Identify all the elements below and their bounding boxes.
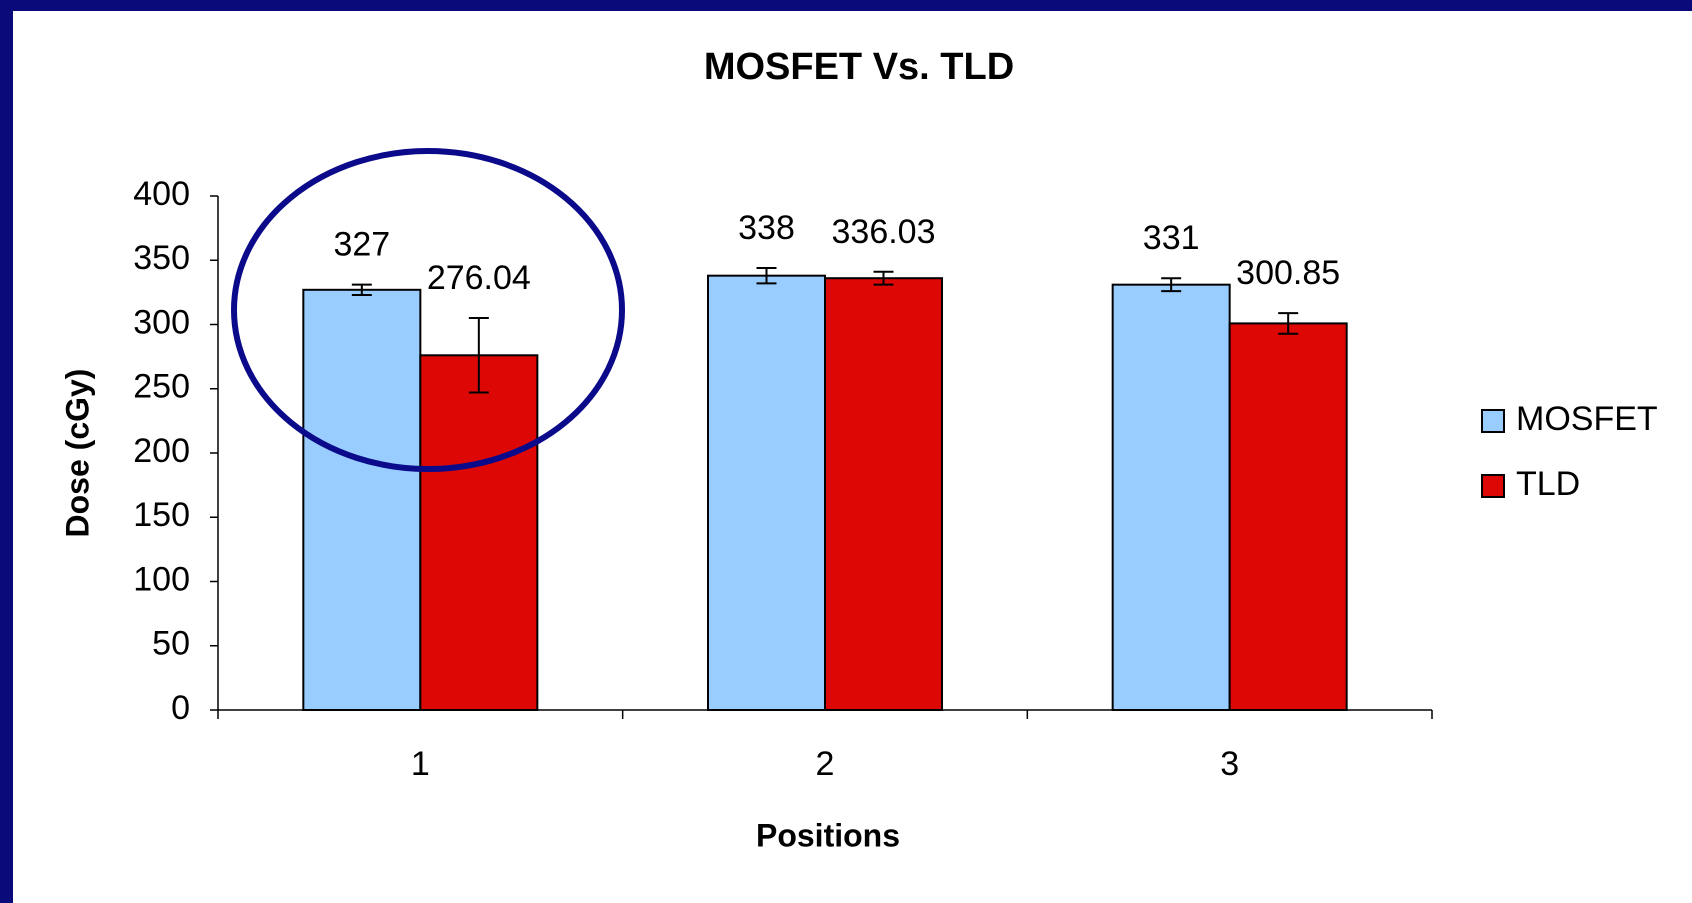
x-tick-label: 2 [816, 745, 835, 783]
y-tick-label: 200 [133, 432, 190, 470]
error-bar [756, 266, 777, 285]
legend-label: TLD [1516, 465, 1580, 503]
y-tick-label: 100 [133, 560, 190, 598]
chart-title: MOSFET Vs. TLD [704, 46, 1014, 88]
y-tick-label: 250 [133, 368, 190, 406]
bar [302, 288, 422, 711]
y-tick-label: 0 [171, 689, 190, 727]
x-tick-label: 1 [411, 745, 430, 783]
y-tick-label: 350 [133, 239, 190, 277]
error-bar [468, 317, 489, 394]
data-label: 336.03 [832, 213, 936, 251]
data-label: 331 [1143, 219, 1200, 257]
legend-swatch [1481, 409, 1505, 433]
y-tick-label: 150 [133, 496, 190, 534]
legend-swatch [1481, 474, 1505, 498]
data-label: 276.04 [427, 259, 531, 297]
data-label: 300.85 [1236, 254, 1340, 292]
bar [1111, 283, 1231, 711]
bar [707, 274, 826, 711]
error-bar [1278, 312, 1299, 335]
x-tick-label: 3 [1220, 745, 1239, 783]
bar [1228, 322, 1348, 711]
y-tick-label: 300 [133, 303, 190, 341]
bar [824, 277, 943, 711]
legend-label: MOSFET [1516, 400, 1658, 438]
error-bar [351, 283, 372, 296]
y-tick-label: 50 [152, 625, 190, 663]
y-axis-label: Dose (cGy) [59, 369, 95, 538]
error-bar [1161, 277, 1182, 293]
data-label: 327 [333, 226, 390, 264]
bar [419, 354, 539, 711]
error-bar [873, 270, 894, 286]
x-axis-label: Positions [756, 817, 900, 853]
highlight-ellipse [231, 148, 625, 472]
data-label: 338 [738, 209, 795, 247]
y-tick-label: 400 [133, 175, 190, 213]
